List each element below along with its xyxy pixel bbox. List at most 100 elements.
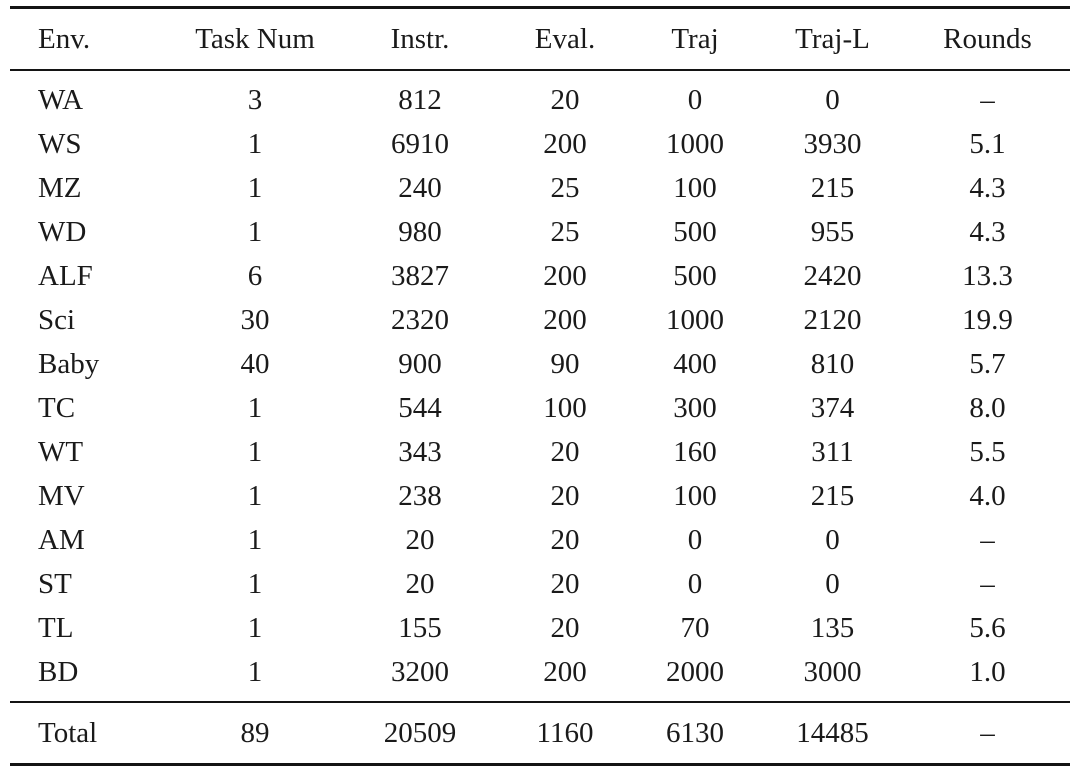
value-cell: 5.5 <box>969 435 1006 468</box>
value-cell: 810 <box>810 347 855 380</box>
env-name-cell: WA <box>38 83 84 116</box>
table-row: ALF 6 3827 200 500 2420 13.3 <box>10 254 1070 298</box>
env-name-cell: BD <box>38 655 79 688</box>
value-cell: 240 <box>398 171 442 204</box>
env-name-cell: MV <box>38 479 85 512</box>
env-name-cell: ST <box>38 567 72 600</box>
value-cell: 1 <box>247 567 263 600</box>
value-cell: 200 <box>543 127 587 160</box>
table-row: TC 1 544 100 300 374 8.0 <box>10 386 1070 430</box>
value-cell: 544 <box>398 391 442 424</box>
value-cell: 0 <box>687 567 703 600</box>
value-cell: 2420 <box>803 259 862 292</box>
value-cell: 6910 <box>391 127 449 160</box>
value-cell: 4.0 <box>969 479 1006 512</box>
value-cell: 4.3 <box>969 171 1006 204</box>
total-instr: 20509 <box>340 701 500 765</box>
total-eval: 1160 <box>500 701 630 765</box>
value-cell: 400 <box>673 347 717 380</box>
value-cell: 200 <box>543 303 587 336</box>
value-cell: 1 <box>247 435 263 468</box>
env-name-cell: Baby <box>38 347 100 380</box>
env-name-cell: WD <box>38 215 87 248</box>
col-header-instr: Instr. <box>340 7 500 71</box>
table-row: WS 1 6910 200 1000 3930 5.1 <box>10 122 1070 166</box>
table-row: MV 1 238 20 100 215 4.0 <box>10 474 1070 518</box>
value-cell: 311 <box>811 435 854 468</box>
env-stats-table: Env. Task Num Instr. Eval. Traj Traj-L R… <box>10 6 1070 766</box>
value-cell: 20 <box>405 567 435 600</box>
total-traj-l: 14485 <box>760 701 905 765</box>
value-cell: 3200 <box>391 655 449 688</box>
value-cell: 5.6 <box>969 611 1006 644</box>
total-row: Total 89 20509 1160 6130 14485 – <box>10 701 1070 765</box>
value-cell: 20 <box>550 611 580 644</box>
value-cell: 25 <box>550 171 580 204</box>
value-cell: 13.3 <box>962 259 1013 292</box>
value-cell: 374 <box>810 391 855 424</box>
table-row: AM 1 20 20 0 0 – <box>10 518 1070 562</box>
value-cell: 215 <box>810 171 855 204</box>
value-cell: 30 <box>240 303 270 336</box>
value-cell: – <box>980 83 995 116</box>
table-row: WT 1 343 20 160 311 5.5 <box>10 430 1070 474</box>
table-row: Baby 40 900 90 400 810 5.7 <box>10 342 1070 386</box>
value-cell: 500 <box>673 215 717 248</box>
col-header-traj: Traj <box>630 7 760 71</box>
value-cell: 0 <box>825 523 840 556</box>
value-cell: 215 <box>810 479 855 512</box>
value-cell: 0 <box>687 523 703 556</box>
value-cell: 2120 <box>803 303 862 336</box>
env-name-cell: WS <box>38 127 82 160</box>
value-cell: 20 <box>550 435 580 468</box>
value-cell: 25 <box>550 215 580 248</box>
value-cell: 200 <box>543 259 587 292</box>
table-row: Sci 30 2320 200 1000 2120 19.9 <box>10 298 1070 342</box>
value-cell: 20 <box>550 479 580 512</box>
value-cell: 2320 <box>391 303 449 336</box>
col-header-task-num: Task Num <box>170 7 340 71</box>
value-cell: 1000 <box>666 127 724 160</box>
value-cell: 2000 <box>666 655 724 688</box>
value-cell: 4.3 <box>969 215 1006 248</box>
value-cell: 1 <box>247 127 263 160</box>
value-cell: – <box>980 567 995 600</box>
value-cell: 100 <box>673 479 717 512</box>
value-cell: 200 <box>543 655 587 688</box>
value-cell: 5.1 <box>969 127 1006 160</box>
value-cell: 6 <box>247 259 263 292</box>
value-cell: 100 <box>673 171 717 204</box>
total-task-num: 89 <box>170 701 340 765</box>
table-body: WA 3 812 20 0 0– WS 1 6910 200 1000 3930 5.1 MZ 1 240 25… <box>10 70 1070 702</box>
value-cell: 238 <box>398 479 442 512</box>
value-cell: 40 <box>240 347 270 380</box>
table-row: TL 1 155 20 70 135 5.6 <box>10 606 1070 650</box>
col-header-env: Env. <box>10 7 170 71</box>
total-rounds: – <box>905 701 1070 765</box>
value-cell: 100 <box>543 391 587 424</box>
env-name-cell: AM <box>38 523 85 556</box>
value-cell: 8.0 <box>969 391 1006 424</box>
value-cell: 3000 <box>803 655 862 688</box>
value-cell: 500 <box>673 259 717 292</box>
value-cell: 1 <box>247 655 263 688</box>
value-cell: 955 <box>810 215 855 248</box>
value-cell: 1 <box>247 523 263 556</box>
table-row: MZ 1 240 25 100 215 4.3 <box>10 166 1070 210</box>
value-cell: – <box>980 523 995 556</box>
env-name-cell: WT <box>38 435 84 468</box>
table-row: WD 1 980 25 500 955 4.3 <box>10 210 1070 254</box>
col-header-traj-l: Traj-L <box>760 7 905 71</box>
table-header: Env. Task Num Instr. Eval. Traj Traj-L R… <box>10 7 1070 71</box>
env-name-cell: TL <box>38 611 74 644</box>
env-name-cell: TC <box>38 391 76 424</box>
value-cell: 900 <box>398 347 442 380</box>
env-name-cell: MZ <box>38 171 82 204</box>
value-cell: 20 <box>550 83 580 116</box>
env-name-cell: Sci <box>38 303 76 336</box>
header-row: Env. Task Num Instr. Eval. Traj Traj-L R… <box>10 7 1070 71</box>
value-cell: 1 <box>247 391 263 424</box>
value-cell: 70 <box>680 611 710 644</box>
value-cell: 20 <box>550 523 580 556</box>
value-cell: 3 <box>247 83 263 116</box>
